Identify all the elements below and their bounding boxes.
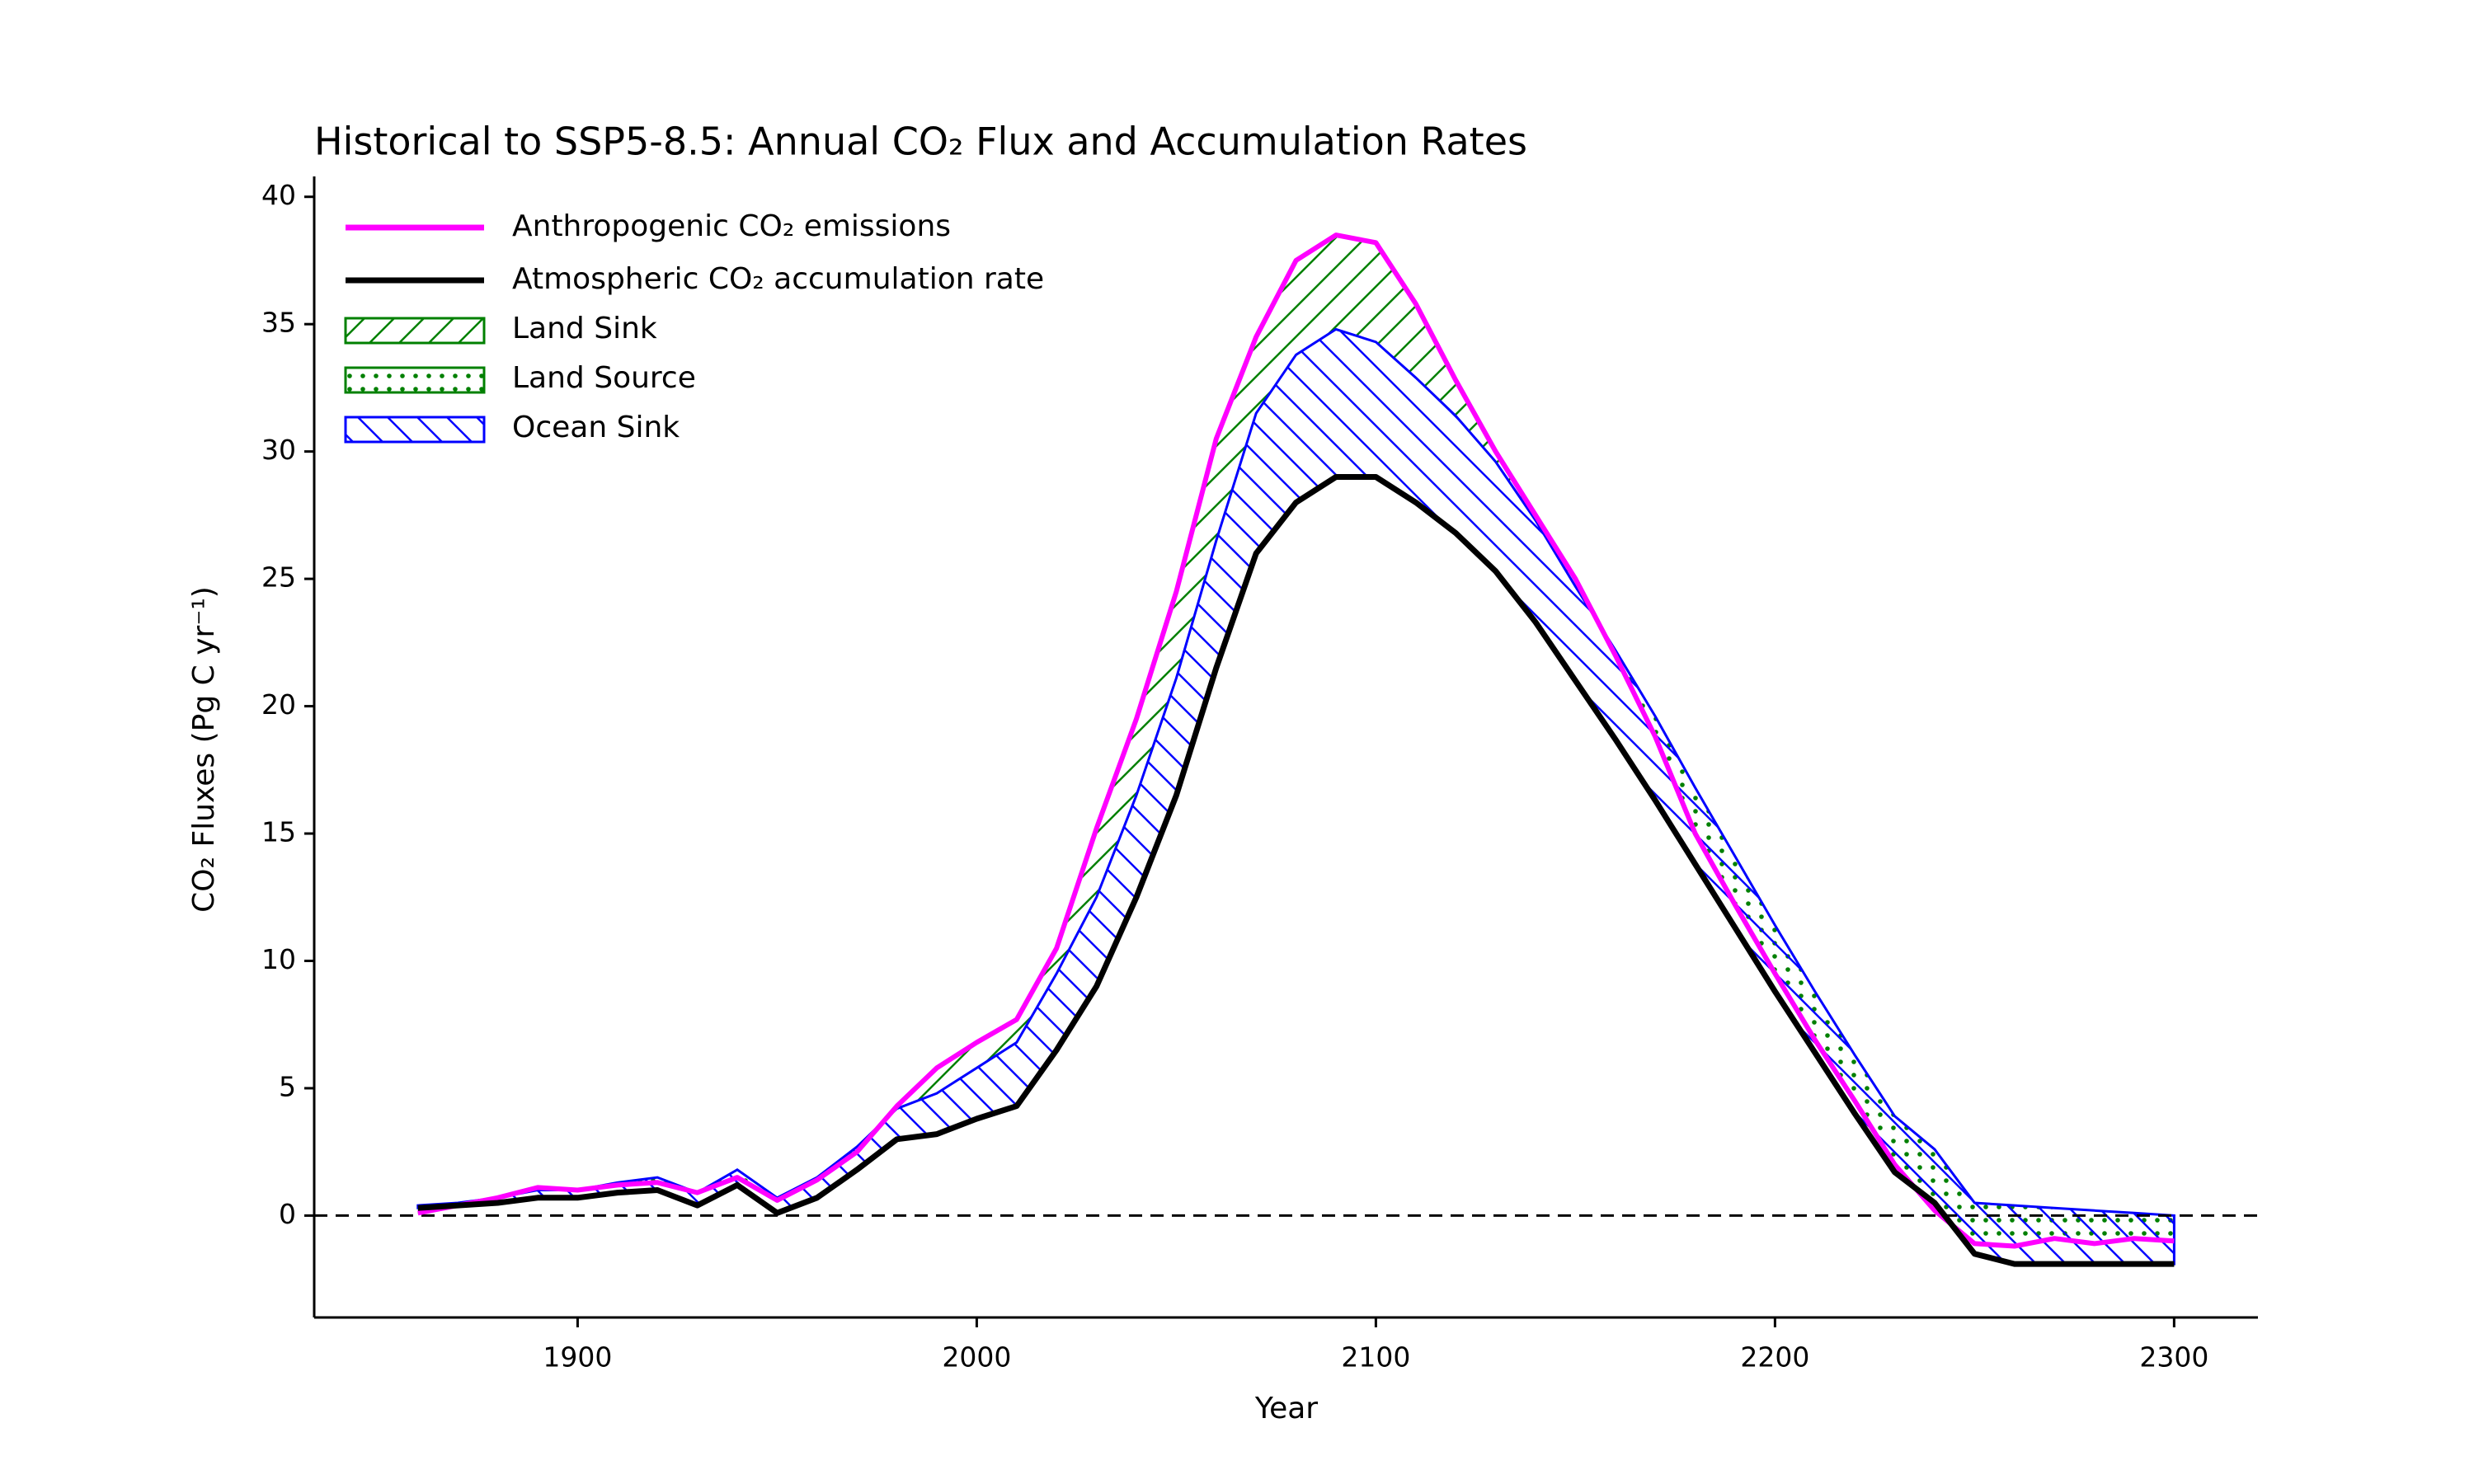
y-tick-label: 10 — [261, 943, 296, 975]
ocean-sink-area — [416, 327, 2175, 1266]
y-tick-label: 0 — [279, 1198, 296, 1230]
x-tick-label: 2200 — [1740, 1341, 1809, 1374]
y-tick-label: 5 — [279, 1070, 296, 1102]
legend-label: Ocean Sink — [512, 411, 680, 444]
series-line — [417, 232, 2175, 1249]
x-tick-label: 2300 — [2139, 1341, 2208, 1374]
chart-title: Historical to SSP5-8.5: Annual CO₂ Flux … — [314, 120, 1527, 164]
x-tick-label: 1900 — [543, 1341, 612, 1374]
y-tick-label: 40 — [261, 179, 296, 211]
y-tick-label: 20 — [261, 688, 296, 721]
y-tick-label: 35 — [261, 307, 296, 339]
legend-label: Anthropogenic CO₂ emissions — [512, 209, 951, 243]
x-tick-label: 2100 — [1341, 1341, 1410, 1374]
y-tick-label: 30 — [261, 434, 296, 466]
legend-label: Land Sink — [512, 312, 657, 345]
legend-label: Atmospheric CO₂ accumulation rate — [512, 262, 1044, 296]
legend-swatch — [344, 416, 486, 444]
series-line — [417, 474, 2175, 1267]
legend-label: Land Source — [512, 361, 696, 395]
legend-swatch — [344, 366, 486, 394]
y-axis-label: CO₂ Fluxes (Pg C yr⁻¹) — [187, 586, 221, 913]
y-tick-label: 15 — [261, 816, 296, 848]
x-axis-label: Year — [1254, 1392, 1318, 1425]
legend-swatch — [344, 317, 486, 345]
y-tick-label: 25 — [261, 561, 296, 594]
x-tick-label: 2000 — [942, 1341, 1011, 1374]
